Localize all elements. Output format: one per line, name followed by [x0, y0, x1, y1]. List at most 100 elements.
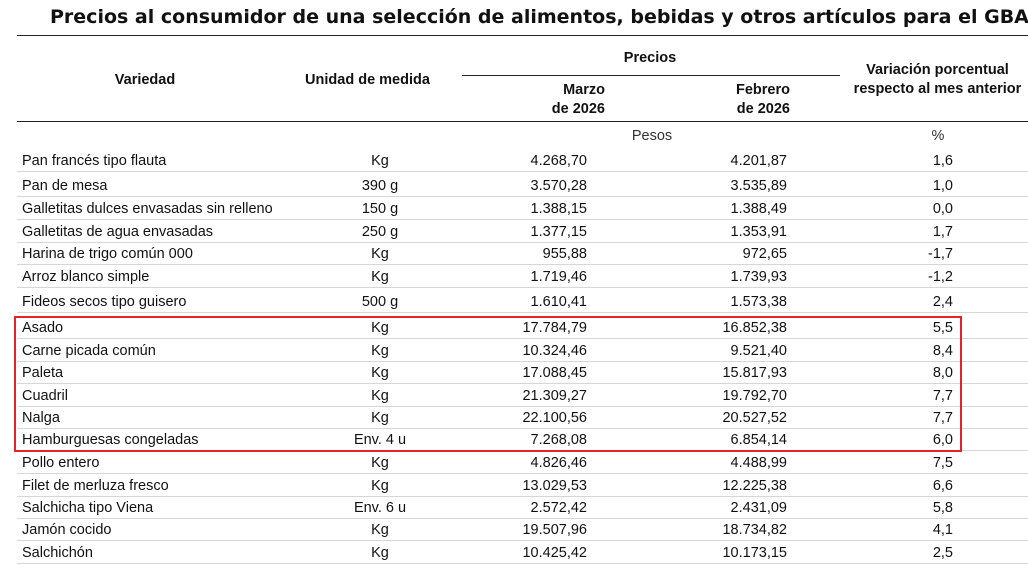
row-divider: [17, 264, 1028, 265]
header-march-line2: de 2026: [551, 101, 605, 117]
variation-percent: 0,0: [932, 201, 953, 217]
header-unit: Unidad de medida: [305, 72, 430, 88]
item-unit: Kg: [371, 153, 389, 169]
price-february: 16.852,38: [722, 320, 787, 336]
row-divider: [17, 473, 1028, 474]
variation-percent: -1,2: [928, 269, 953, 285]
variation-percent: 2,4: [932, 294, 953, 310]
item-name: Harina de trigo común 000: [22, 246, 193, 262]
header-prices: Precios: [623, 50, 677, 66]
item-name: Salchichón: [22, 545, 93, 561]
price-february: 4.488,99: [730, 455, 787, 471]
variation-percent: 7,7: [932, 388, 953, 404]
item-unit: Env. 6 u: [353, 500, 407, 516]
row-divider: [17, 312, 1028, 313]
row-divider: [17, 196, 1028, 197]
variation-percent: 8,4: [932, 343, 953, 359]
price-march: 10.425,42: [522, 545, 587, 561]
item-unit: Kg: [371, 478, 389, 494]
price-march: 7.268,08: [530, 432, 587, 448]
row-divider: [17, 361, 1028, 362]
meat-highlight-box: [14, 316, 962, 452]
row-divider: [17, 540, 1028, 541]
row-divider: [17, 338, 1028, 339]
item-unit: Env. 4 u: [353, 432, 407, 448]
variation-percent: 7,7: [932, 410, 953, 426]
item-name: Filet de merluza fresco: [22, 478, 169, 494]
item-unit: Kg: [371, 365, 389, 381]
table-row: Asado Kg 17.784,79 16.852,38 5,5: [17, 317, 1028, 339]
top-rule: [17, 35, 1028, 36]
row-divider: [17, 383, 1028, 384]
variation-percent: 1,7: [932, 224, 953, 240]
row-divider: [17, 428, 1028, 429]
price-march: 17.088,45: [522, 365, 587, 381]
variation-percent: 1,6: [932, 153, 953, 169]
item-name: Carne picada común: [22, 343, 156, 359]
item-unit: 250 g: [361, 224, 399, 240]
variation-percent: 2,5: [932, 545, 953, 561]
price-february: 9.521,40: [730, 343, 787, 359]
variation-percent: 7,5: [932, 455, 953, 471]
header-var-line1: Variación porcentual: [866, 62, 1009, 78]
table-row: Arroz blanco simple Kg 1.719,46 1.739,93 -1,…: [17, 266, 1028, 288]
table-row: Carne picada común Kg 10.324,46 9.521,40 8,4: [17, 340, 1028, 362]
item-name: Fideos secos tipo guisero: [22, 294, 187, 310]
price-february: 6.854,14: [730, 432, 787, 448]
item-name: Nalga: [22, 410, 60, 426]
table-row: Salchicha tipo Viena Env. 6 u 2.572,42 2.43…: [17, 497, 1028, 519]
prices-rule: [462, 75, 840, 76]
row-divider: [17, 287, 1028, 288]
item-unit: Kg: [371, 455, 389, 471]
unit-pesos: Pesos: [631, 128, 673, 144]
item-name: Galletitas de agua envasadas: [22, 224, 214, 240]
item-name: Galletitas dulces envasadas sin relleno: [22, 201, 273, 217]
price-february: 10.173,15: [722, 545, 787, 561]
table-row: Pan de mesa 390 g 3.570,28 3.535,89 1,0: [17, 175, 1028, 197]
item-unit: 390 g: [361, 178, 399, 194]
variation-percent: -1,7: [928, 246, 953, 262]
table-row: Paleta Kg 17.088,45 15.817,93 8,0: [17, 362, 1028, 384]
item-unit: Kg: [371, 320, 389, 336]
item-unit: 150 g: [361, 201, 399, 217]
price-march: 1.388,15: [530, 201, 587, 217]
item-name: Asado: [22, 320, 64, 336]
price-february: 18.734,82: [722, 522, 787, 538]
price-march: 21.309,27: [522, 388, 587, 404]
item-name: Hamburguesas congeladas: [22, 432, 199, 448]
header-march: Marzo de 2026: [505, 81, 605, 119]
price-march: 1.377,15: [530, 224, 587, 240]
unit-percent: %: [931, 128, 945, 144]
item-unit: Kg: [371, 545, 389, 561]
header-march-line1: Marzo: [563, 82, 605, 98]
item-name: Pollo entero: [22, 455, 100, 471]
price-march: 1.610,41: [530, 294, 587, 310]
row-divider: [17, 563, 1028, 564]
item-unit: Kg: [371, 343, 389, 359]
item-unit: Kg: [371, 522, 389, 538]
table-row: Pan francés tipo flauta Kg 4.268,70 4.201,8…: [17, 150, 1028, 172]
item-name: Paleta: [22, 365, 64, 381]
price-february: 4.201,87: [730, 153, 787, 169]
table-row: Filet de merluza fresco Kg 13.029,53 12.225…: [17, 475, 1028, 497]
header-feb-line1: Febrero: [736, 82, 790, 98]
header-variety: Variedad: [114, 72, 176, 88]
item-name: Pan de mesa: [22, 178, 108, 194]
header-bottom-rule: [17, 121, 1028, 122]
price-march: 10.324,46: [522, 343, 587, 359]
header-feb: Febrero de 2026: [690, 81, 790, 119]
header-variation: Variación porcentual respecto al mes ant…: [845, 61, 1028, 99]
price-february: 972,65: [742, 246, 787, 262]
price-march: 3.570,28: [530, 178, 587, 194]
price-february: 1.573,38: [730, 294, 787, 310]
price-march: 19.507,96: [522, 522, 587, 538]
item-unit: Kg: [371, 388, 389, 404]
header-feb-line2: de 2026: [736, 101, 790, 117]
price-march: 22.100,56: [522, 410, 587, 426]
item-unit: Kg: [371, 269, 389, 285]
row-divider: [17, 242, 1028, 243]
table-row: Fideos secos tipo guisero 500 g 1.610,41 1.…: [17, 291, 1028, 313]
item-name: Salchicha tipo Viena: [22, 500, 154, 516]
item-unit: Kg: [371, 246, 389, 262]
item-name: Jamón cocido: [22, 522, 112, 538]
